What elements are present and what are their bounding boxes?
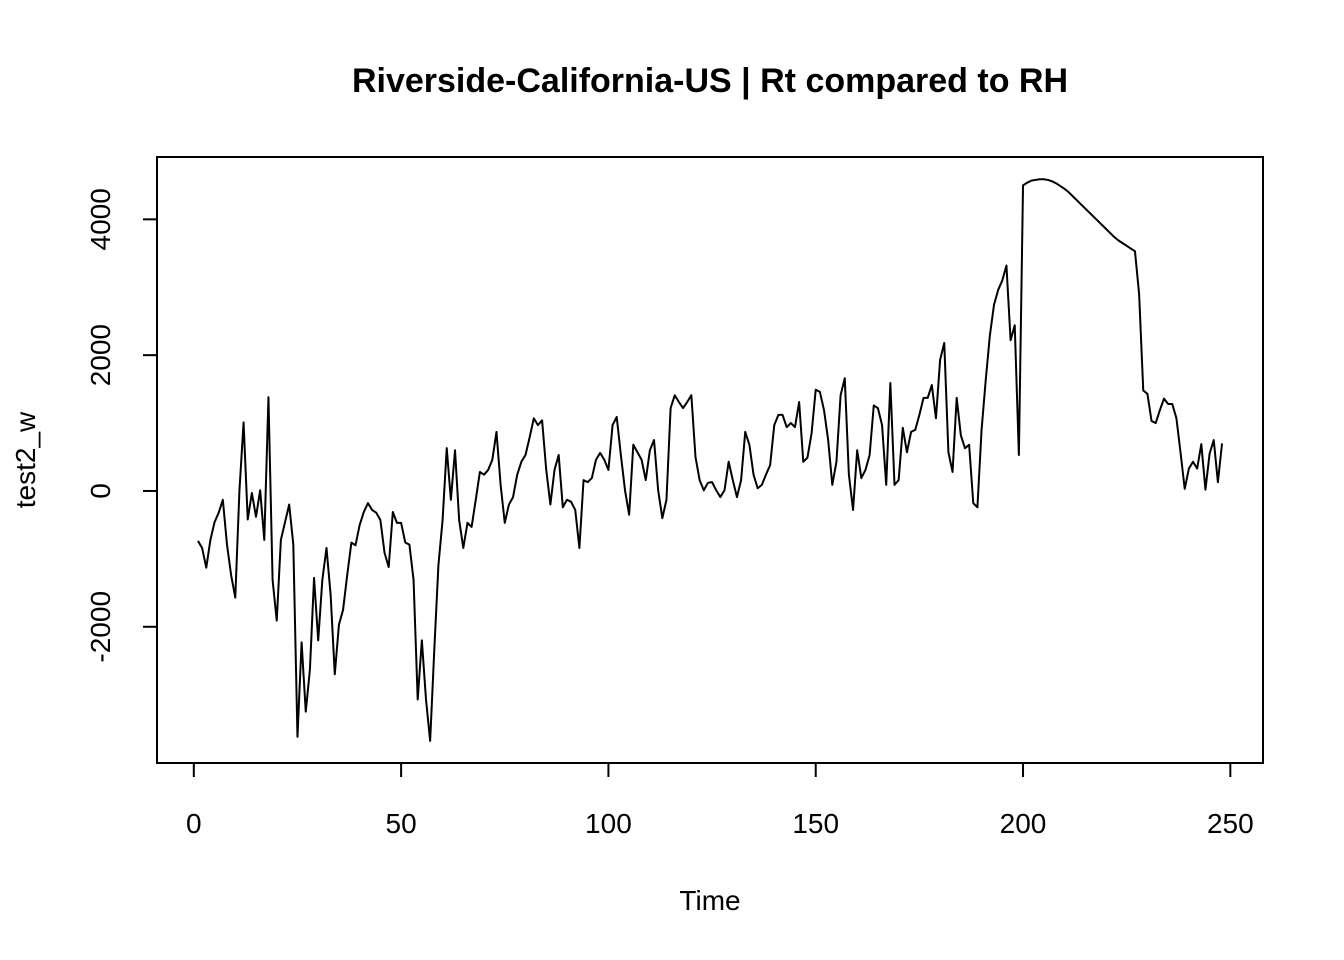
x-tick-label: 100 (585, 808, 632, 839)
y-axis-label: test2_w (10, 411, 41, 508)
y-tick-label: -2000 (85, 591, 116, 663)
x-tick-label: 0 (186, 808, 202, 839)
chart-title: Riverside-California-US | Rt compared to… (352, 62, 1068, 100)
x-tick-label: 200 (1000, 808, 1047, 839)
x-tick-label: 250 (1207, 808, 1254, 839)
y-tick-label: 4000 (85, 188, 116, 250)
y-tick-label: 2000 (85, 324, 116, 386)
x-axis-label: Time (679, 885, 740, 916)
x-tick-label: 150 (792, 808, 839, 839)
data-line (197, 178, 1224, 742)
x-tick-label: 50 (386, 808, 417, 839)
y-tick-label: 0 (85, 483, 116, 499)
